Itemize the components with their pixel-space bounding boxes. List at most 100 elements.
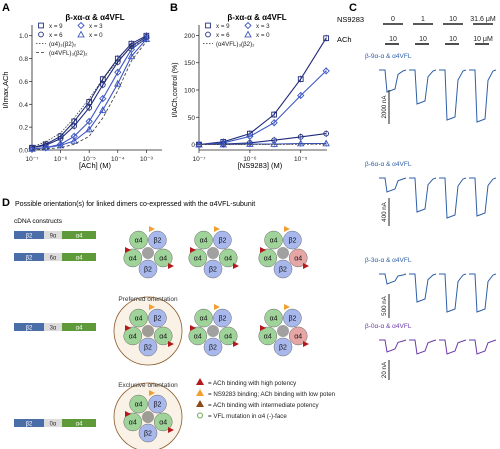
channel-pore [142, 247, 154, 259]
subunit-label: α4 [270, 316, 278, 323]
beta2-subunit [273, 259, 293, 279]
binding-site-arrow [168, 341, 174, 347]
beta2-subunit [138, 337, 158, 357]
current-trace [379, 177, 407, 193]
x-tick-label: 10⁻⁵ [82, 156, 96, 163]
y-tick-label: 0.0 [19, 148, 28, 155]
current-trace [439, 177, 467, 219]
alpha4-subunit [153, 248, 173, 268]
binding-site-arrow [284, 226, 290, 232]
alpha4-subunit [188, 248, 208, 268]
trace-row-label: β-9α-α & α4VFL [365, 53, 412, 60]
subunit-label: β2 [209, 267, 217, 274]
alpha4-subunit [153, 326, 173, 346]
ach-concentration: 10 [419, 36, 427, 43]
legend-entry: x = 6 [216, 32, 230, 39]
receptor-ring-7: α4 β2 α4 β2 α4 [123, 390, 174, 443]
construct-beta-segment [14, 419, 44, 427]
binding-site-arrow [233, 341, 239, 347]
legend-entry: (α4VFL)₃(β2)₂ [216, 41, 255, 48]
subunit-label: α4 [135, 402, 143, 409]
key-arrow-icon [196, 389, 204, 396]
binding-site-arrow [260, 247, 266, 253]
beta2-subunit [213, 308, 232, 328]
binding-site-arrow [149, 304, 155, 310]
alpha4-subunit [218, 248, 238, 268]
subunit-label: β2 [218, 238, 226, 245]
key-entry: = NS9283 binding; ACh binding with low p… [208, 391, 335, 398]
channel-pore [142, 411, 154, 423]
receptor-ring-4: α4 β2 α4 β2 α4 [123, 304, 174, 357]
panel-d-schematic: D Possible orientation(s) for linked dim… [2, 197, 335, 449]
receptor-ring-2: α4 β2 α4 β2 α4 [188, 226, 239, 279]
legend-marker [205, 31, 211, 38]
subunit-label: β2 [144, 431, 152, 438]
receptor-ring-3: α4 β2 α4 β2 α4 [258, 226, 309, 279]
current-trace [439, 273, 467, 313]
channel-pore [277, 247, 289, 259]
scale-label: 2000 nA [381, 95, 388, 119]
alpha4-subunit [288, 248, 308, 268]
x-tick-label: 10⁻⁶ [54, 156, 68, 163]
beta2-subunit [148, 394, 167, 414]
legend-marker [77, 30, 85, 38]
construct-linker-segment [44, 419, 62, 427]
x-tick-label: 10⁻⁵ [294, 156, 308, 163]
x-tick-label: 10⁻⁷ [25, 156, 39, 163]
subunit-label: α4 [264, 255, 272, 262]
receptor-ring-5: α4 β2 α4 β2 α4 [188, 304, 239, 357]
beta2-subunit [283, 308, 302, 328]
series-line-5 [199, 143, 327, 145]
panel-a-xlabel: [ACh] (M) [79, 161, 112, 170]
binding-site-arrow [284, 304, 290, 310]
alpha4-subunit [123, 248, 143, 268]
subunit-label: β2 [279, 345, 287, 352]
series-line-6 [31, 41, 147, 151]
key-arrow-icon [196, 378, 204, 385]
beta2-subunit [148, 308, 167, 328]
subunit-label: α4 [224, 255, 232, 262]
construct-linker-segment [44, 323, 62, 331]
current-trace [379, 69, 407, 93]
subunit-label: α4 [264, 333, 272, 340]
binding-site-arrow [125, 411, 131, 417]
ns-label: NS9283 [337, 15, 364, 24]
y-tick-label: 0.8 [19, 56, 28, 63]
construct-beta-label: β2 [26, 256, 33, 262]
construct-alpha-label: α4 [76, 422, 83, 428]
receptor-ring-6: α4 β2 α4 β2 α4 [258, 304, 309, 357]
beta2-subunit [273, 337, 293, 357]
construct-beta-segment [14, 323, 44, 331]
vfl-mutation-icon [197, 412, 203, 419]
cdna-header: cDNA constructs [14, 218, 63, 225]
subunit-label: β2 [144, 267, 152, 274]
alpha4-subunit [288, 326, 308, 346]
alpha4-subunit [264, 308, 283, 328]
construct-beta-label: β2 [26, 234, 33, 240]
panel-a-title: β-xα-α & α4VFL [65, 13, 124, 22]
subunit-label: β2 [288, 238, 296, 245]
legend-entry: (α4VFL)₃(β2)₂ [49, 50, 88, 57]
key-entry: = ACh binding with intermediate potency [208, 402, 319, 409]
ns-concentration: 31.6 μM [470, 16, 496, 23]
alpha4-subunit [258, 326, 278, 346]
alpha4-subunit [264, 230, 283, 250]
channel-pore [207, 325, 219, 337]
binding-site-arrow [303, 263, 309, 269]
current-trace [469, 339, 497, 355]
subunit-label: α4 [194, 333, 202, 340]
current-trace [469, 69, 497, 123]
scale-label: 20 nA [381, 361, 388, 378]
binding-site-arrow [214, 226, 220, 232]
ach-label: ACh [337, 35, 352, 44]
alpha4-subunit [153, 412, 173, 432]
binding-site-arrow [190, 325, 196, 331]
alpha4-subunit [129, 308, 148, 328]
x-tick-label: 10⁻³ [140, 156, 154, 163]
y-tick-label: 0 [191, 142, 195, 149]
legend-marker [205, 22, 211, 29]
scale-label: 400 nA [381, 201, 388, 221]
panel-b-title: β-xα-α & α4VFL [227, 13, 286, 22]
construct-linker-label: 9α [50, 234, 57, 240]
y-tick-label: 0.6 [19, 79, 28, 86]
